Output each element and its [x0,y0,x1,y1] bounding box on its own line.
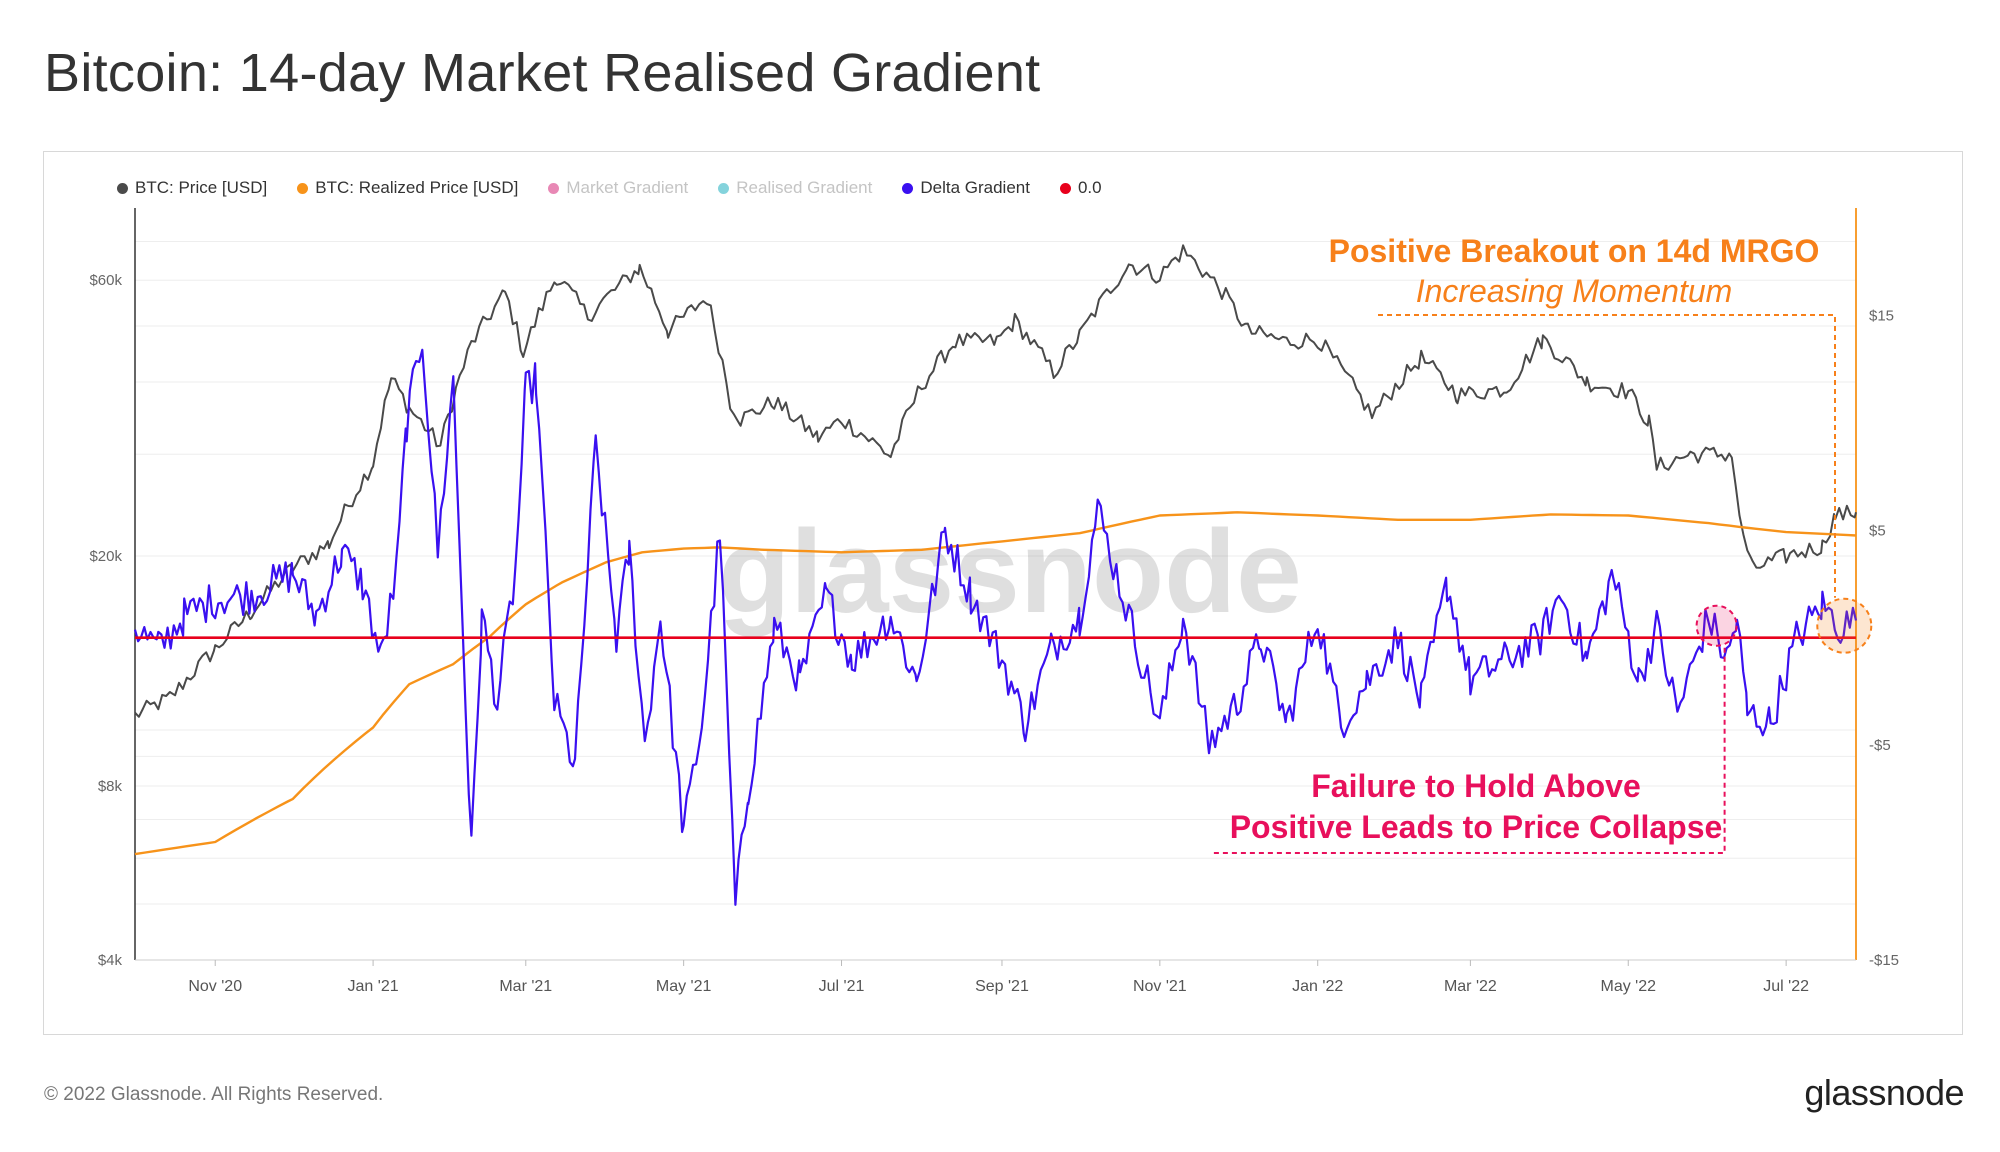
breakout-annotation-title: Positive Breakout on 14d MRGO [1329,233,1820,269]
legend-item-realized-price[interactable]: BTC: Realized Price [USD] [297,178,518,198]
x-tick-label: Jan '22 [1292,978,1343,995]
failure-highlight-circle [1695,604,1738,647]
chart-frame: BTC: Price [USD] BTC: Realized Price [US… [43,151,1963,1035]
x-tick-label: Jan '21 [348,978,399,995]
price-line [134,244,1857,718]
x-tick-label: May '22 [1600,978,1656,995]
glassnode-logo: glassnode [1804,1072,1964,1113]
failure-annotation-title: Failure to Hold Above [1311,768,1641,804]
breakout-highlight-circle [1816,597,1873,654]
y-right-tick-label: $5 [1869,522,1886,539]
x-tick-label: Mar '21 [499,978,552,995]
legend-dot-delta-gradient [902,182,914,194]
x-tick-label: Sep '21 [975,978,1029,995]
legend-dot-market-gradient [548,182,560,194]
x-tick-label: Jul '22 [1763,978,1809,995]
x-tick-label: Nov '20 [188,978,242,995]
watermark: glassnode [718,506,1302,638]
y-right-tick-label: -$15 [1869,952,1899,969]
legend-dot-realised-gradient [718,182,730,194]
copyright-text: © 2022 Glassnode. All Rights Reserved. [44,1084,384,1105]
y-left-tick-label: $4k [98,952,123,969]
y-right-tick-label: -$5 [1869,737,1891,754]
y-left-tick-label: $20k [89,548,122,565]
failure-annotation-subtitle: Positive Leads to Price Collapse [1230,809,1723,845]
legend-item-delta-gradient[interactable]: Delta Gradient [902,178,1030,198]
legend-dot-zero-line [1059,182,1071,194]
legend-dot-price [117,182,128,194]
legend-label-realised-gradient: Realised Gradient [736,178,873,197]
legend-label-price: BTC: Price [USD] [135,178,268,197]
y-left-tick-label: $8k [98,778,123,795]
legend-item-zero-line[interactable]: 0.0 [1059,178,1102,198]
realized-price-line [134,511,1857,856]
chart-legend: BTC: Price [USD] BTC: Realized Price [US… [117,178,1102,198]
legend-item-market-gradient[interactable]: Market Gradient [548,178,688,198]
legend-item-price[interactable]: BTC: Price [USD] [117,178,267,198]
y-left-tick-label: $60k [89,272,122,289]
legend-label-market-gradient: Market Gradient [566,178,689,197]
x-tick-label: Mar '22 [1444,978,1497,995]
x-tick-label: May '21 [656,978,712,995]
page-title: Bitcoin: 14-day Market Realised Gradient [44,43,1041,103]
legend-label-realized-price: BTC: Realized Price [USD] [315,178,519,197]
legend-label-zero-line: 0.0 [1077,178,1102,197]
legend-dot-realized-price [297,182,309,194]
breakout-annotation-subtitle: Increasing Momentum [1416,273,1733,309]
y-right-tick-label: $15 [1869,307,1894,324]
legend-label-delta-gradient: Delta Gradient [920,178,1030,197]
x-tick-label: Jul '21 [819,978,865,995]
legend-item-realised-gradient[interactable]: Realised Gradient [718,178,872,198]
x-tick-label: Nov '21 [1133,978,1187,995]
breakout-leader-line [1378,314,1836,598]
